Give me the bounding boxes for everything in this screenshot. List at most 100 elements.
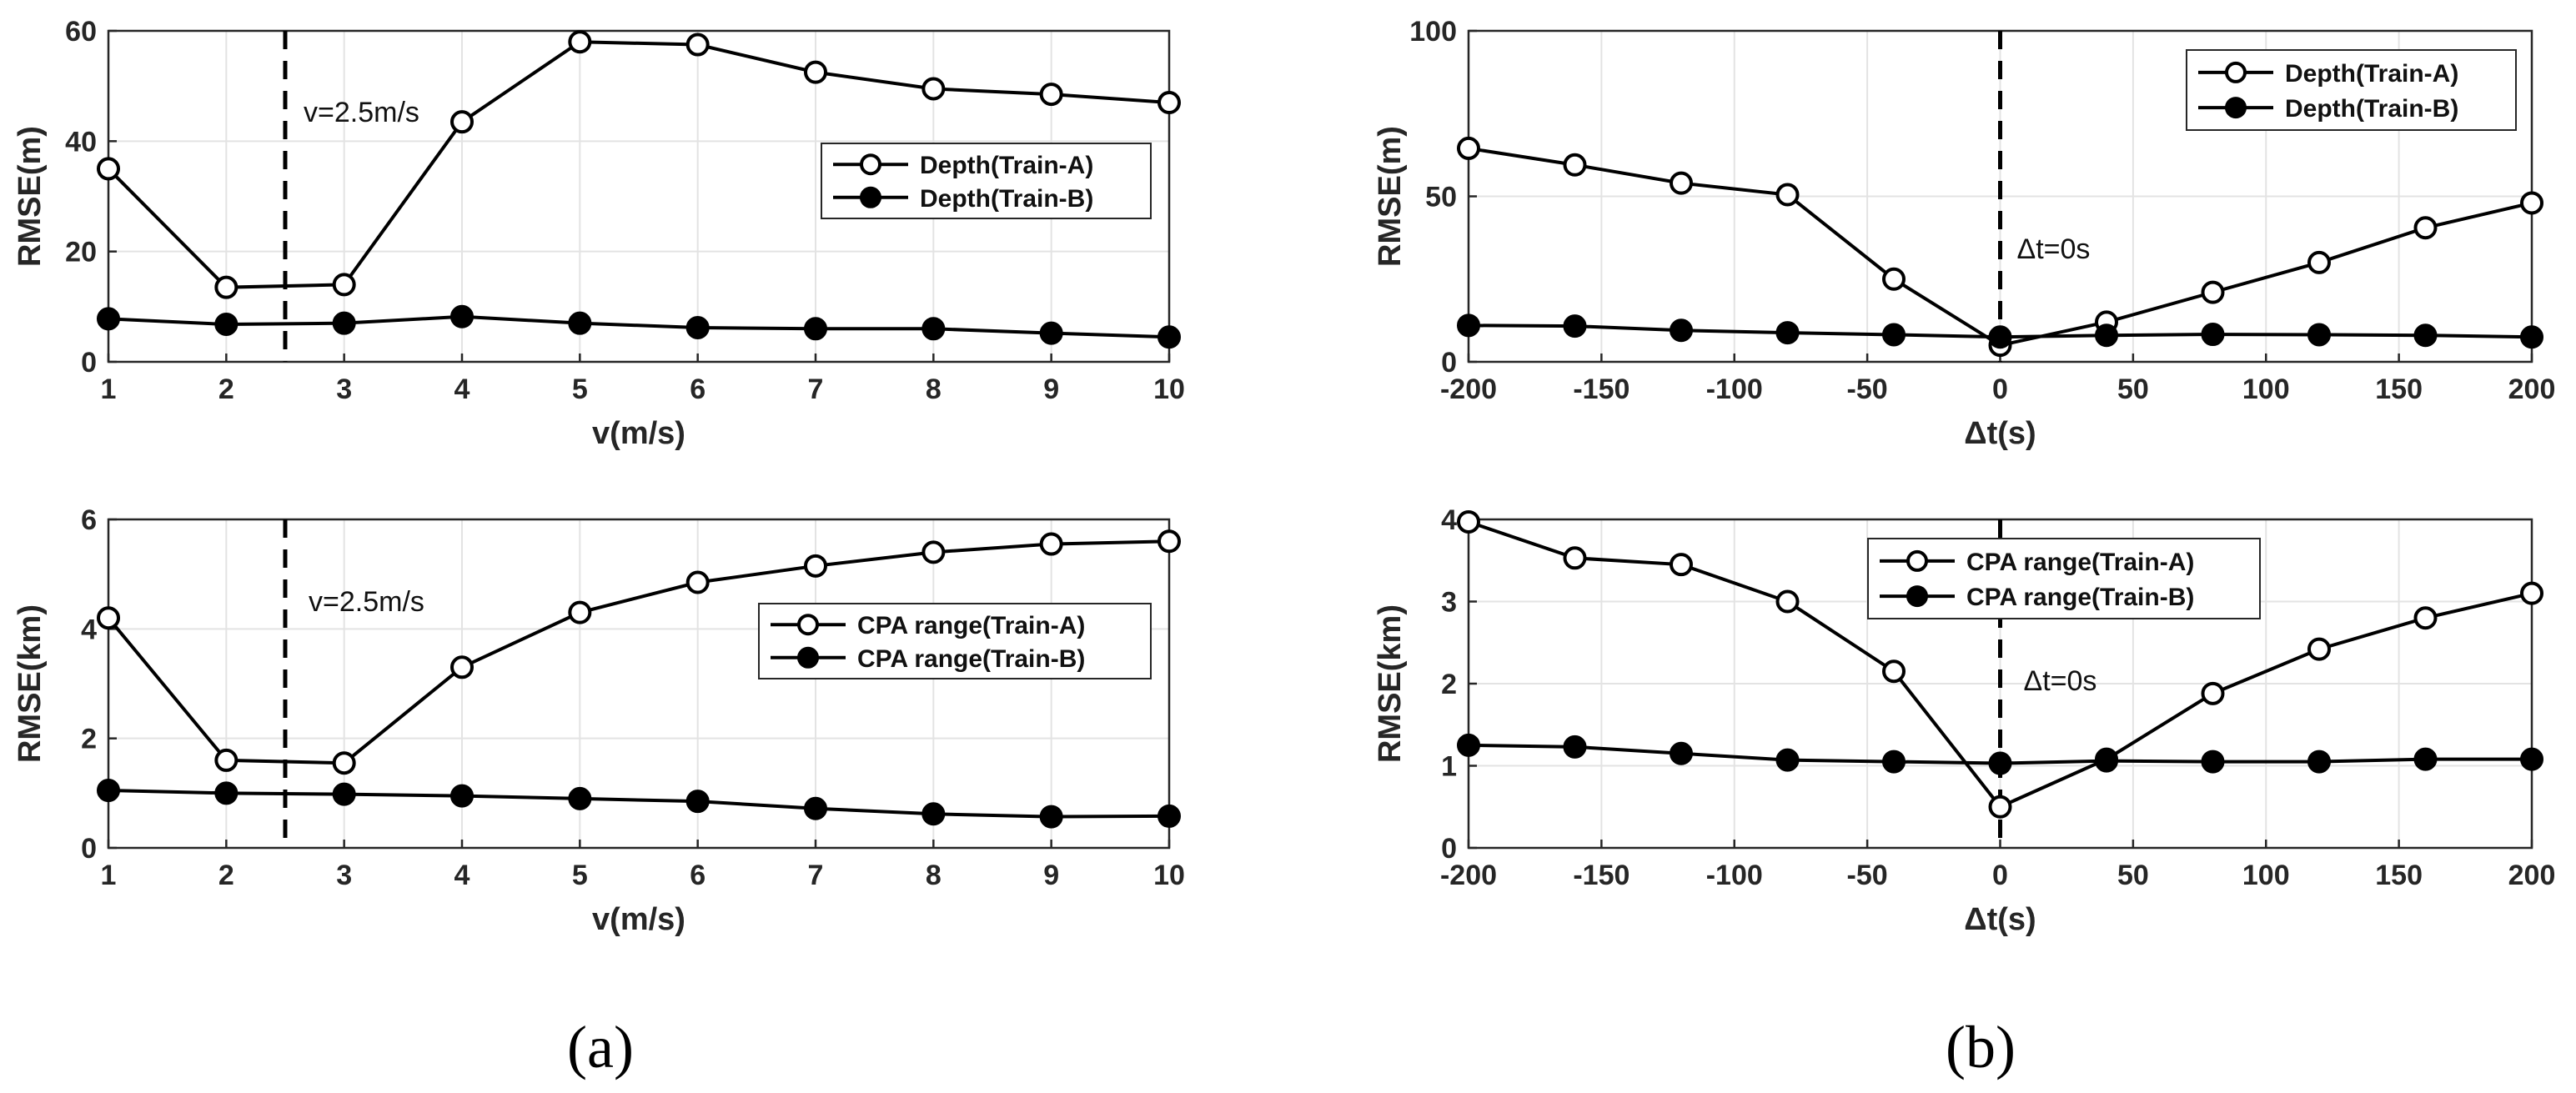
data-point-train-b [1457, 313, 1480, 338]
chart-cpa-range-vs-time-offset: -200 -150 -100 -50 0 50 100 150 200 0 1 2 3 4 Δt(s) RMS… [1373, 504, 2555, 937]
legend-marker [860, 153, 881, 176]
x-tick-label: 4 [454, 860, 470, 891]
x-tick-label: -50 [1847, 860, 1888, 891]
x-tick-label: 10 [1153, 374, 1185, 405]
y-tick-label: 50 [1425, 182, 1457, 213]
data-point-train-b [2095, 323, 2118, 348]
x-tick-label: 100 [2242, 374, 2290, 405]
legend-box [1867, 538, 2261, 619]
x-tick-label: -150 [1573, 860, 1629, 891]
x-tick-label: 50 [2117, 860, 2149, 891]
series-line-train-a [107, 539, 1170, 765]
x-tick-label: 8 [926, 374, 942, 405]
legend: Depth(Train-A) Depth(Train-B) [821, 143, 1152, 219]
legend-marker [2225, 97, 2247, 119]
y-tick-label: 40 [65, 126, 97, 158]
y-tick-label: 4 [81, 614, 97, 645]
data-point-train-a [685, 33, 710, 57]
plot-frame [107, 29, 1171, 363]
data-point-train-b [1670, 318, 1693, 343]
panel-label-b: (b) [1946, 1014, 2016, 1080]
data-point-train-a [214, 748, 239, 772]
data-point-train-a [1039, 83, 1063, 107]
data-point-train-a [1670, 553, 1693, 577]
data-point-train-b [921, 802, 946, 826]
legend: CPA range(Train-A) CPA range(Train-B) [1867, 538, 2261, 619]
chart-depth-vs-velocity: 1 2 3 4 5 6 7 8 9 10 0 20 40 60 v(m/s) RMSE(m) v=2.5m/s D… [13, 16, 1185, 451]
data-point-train-b [1882, 750, 1906, 774]
x-tick-label: -100 [1706, 860, 1763, 891]
x-axis-label: v(m/s) [592, 902, 685, 937]
data-point-train-b [1157, 804, 1181, 828]
data-point-train-a [1882, 267, 1906, 291]
data-point-train-a [804, 60, 827, 84]
x-axis-label: Δt(s) [1964, 416, 2036, 451]
legend-entry: CPA range(Train-B) [857, 645, 1085, 673]
legend-marker [2225, 61, 2247, 83]
data-point-train-a [2201, 681, 2225, 705]
data-point-train-b [685, 790, 710, 814]
y-axis-label: RMSE(m) [13, 126, 48, 267]
data-point-train-b [450, 784, 474, 808]
data-point-train-b [2520, 747, 2543, 771]
data-point-train-b [214, 781, 239, 805]
legend-entry: CPA range(Train-A) [857, 612, 1085, 639]
legend-entry: CPA range(Train-A) [1966, 549, 2194, 576]
data-point-train-b [2307, 323, 2331, 347]
chart-cpa-range-vs-velocity: 1 2 3 4 5 6 7 8 9 100246v(m/s)RMSE(km)v=2.5m/sCPA… [13, 504, 1185, 937]
y-tick-label: 60 [65, 16, 97, 48]
data-point-train-a [214, 275, 239, 299]
data-point-train-b [1039, 321, 1063, 345]
data-point-train-b [332, 782, 356, 806]
data-point-train-a [1039, 532, 1063, 556]
legend: CPA range(Train-A) CPA range(Train-B) [758, 603, 1152, 679]
y-tick-label: 3 [1441, 587, 1457, 619]
legend-entry: Depth(Train-B) [2285, 95, 2458, 123]
x-tick-label: 3 [336, 860, 352, 891]
legend-entry: CPA range(Train-B) [1966, 584, 2194, 611]
series-line-train-b [108, 789, 1170, 819]
x-tick-label: 1 [101, 860, 117, 891]
reference-line-label: Δt=0s [2024, 665, 2097, 697]
data-point-train-b [804, 796, 827, 820]
x-tick-label: 7 [808, 374, 824, 405]
data-point-train-b [2520, 325, 2543, 349]
chart-depth-vs-time-offset: -200 -150 -100 -50 0 50 100 150 200 0 50 100 Δt(s) RM… [1373, 16, 2555, 451]
data-point-train-a [2520, 581, 2543, 605]
data-point-train-b [1457, 733, 1480, 757]
legend-marker [1906, 585, 1928, 608]
y-tick-label: 0 [81, 347, 97, 379]
data-point-train-b [97, 779, 120, 803]
data-point-train-b [97, 307, 120, 331]
data-point-train-a [568, 30, 592, 54]
legend-entry: Depth(Train-A) [920, 152, 1093, 179]
y-axis-label: RMSE(km) [13, 604, 48, 763]
data-point-train-a [1775, 183, 1800, 207]
data-point-train-a [1882, 659, 1906, 684]
data-point-train-a [2520, 191, 2543, 215]
panel-label-a: (a) [567, 1014, 634, 1080]
data-point-train-a [97, 157, 120, 181]
data-point-train-b [214, 313, 239, 337]
data-point-train-a [332, 273, 356, 297]
y-tick-label: 100 [1409, 16, 1457, 48]
x-tick-label: 6 [690, 374, 706, 405]
x-tick-label: 150 [2375, 860, 2423, 891]
legend-marker [860, 186, 881, 208]
data-point-train-b [1563, 735, 1587, 759]
data-point-train-a [2413, 606, 2438, 630]
data-point-train-a [1563, 546, 1587, 570]
x-tick-label: 50 [2117, 374, 2149, 405]
legend: Depth(Train-A) Depth(Train-B) [2186, 49, 2517, 131]
x-tick-label: 200 [2508, 860, 2556, 891]
x-tick-label: 8 [926, 860, 942, 891]
y-tick-label: 2 [81, 724, 97, 755]
data-point-train-a [921, 77, 946, 101]
x-tick-label: 2 [218, 860, 234, 891]
reference-line-label: Δt=0s [2017, 233, 2091, 265]
x-tick-label: 3 [336, 374, 352, 405]
data-point-train-a [1157, 529, 1181, 554]
data-point-train-a [450, 110, 474, 134]
data-point-train-a [1457, 509, 1480, 534]
